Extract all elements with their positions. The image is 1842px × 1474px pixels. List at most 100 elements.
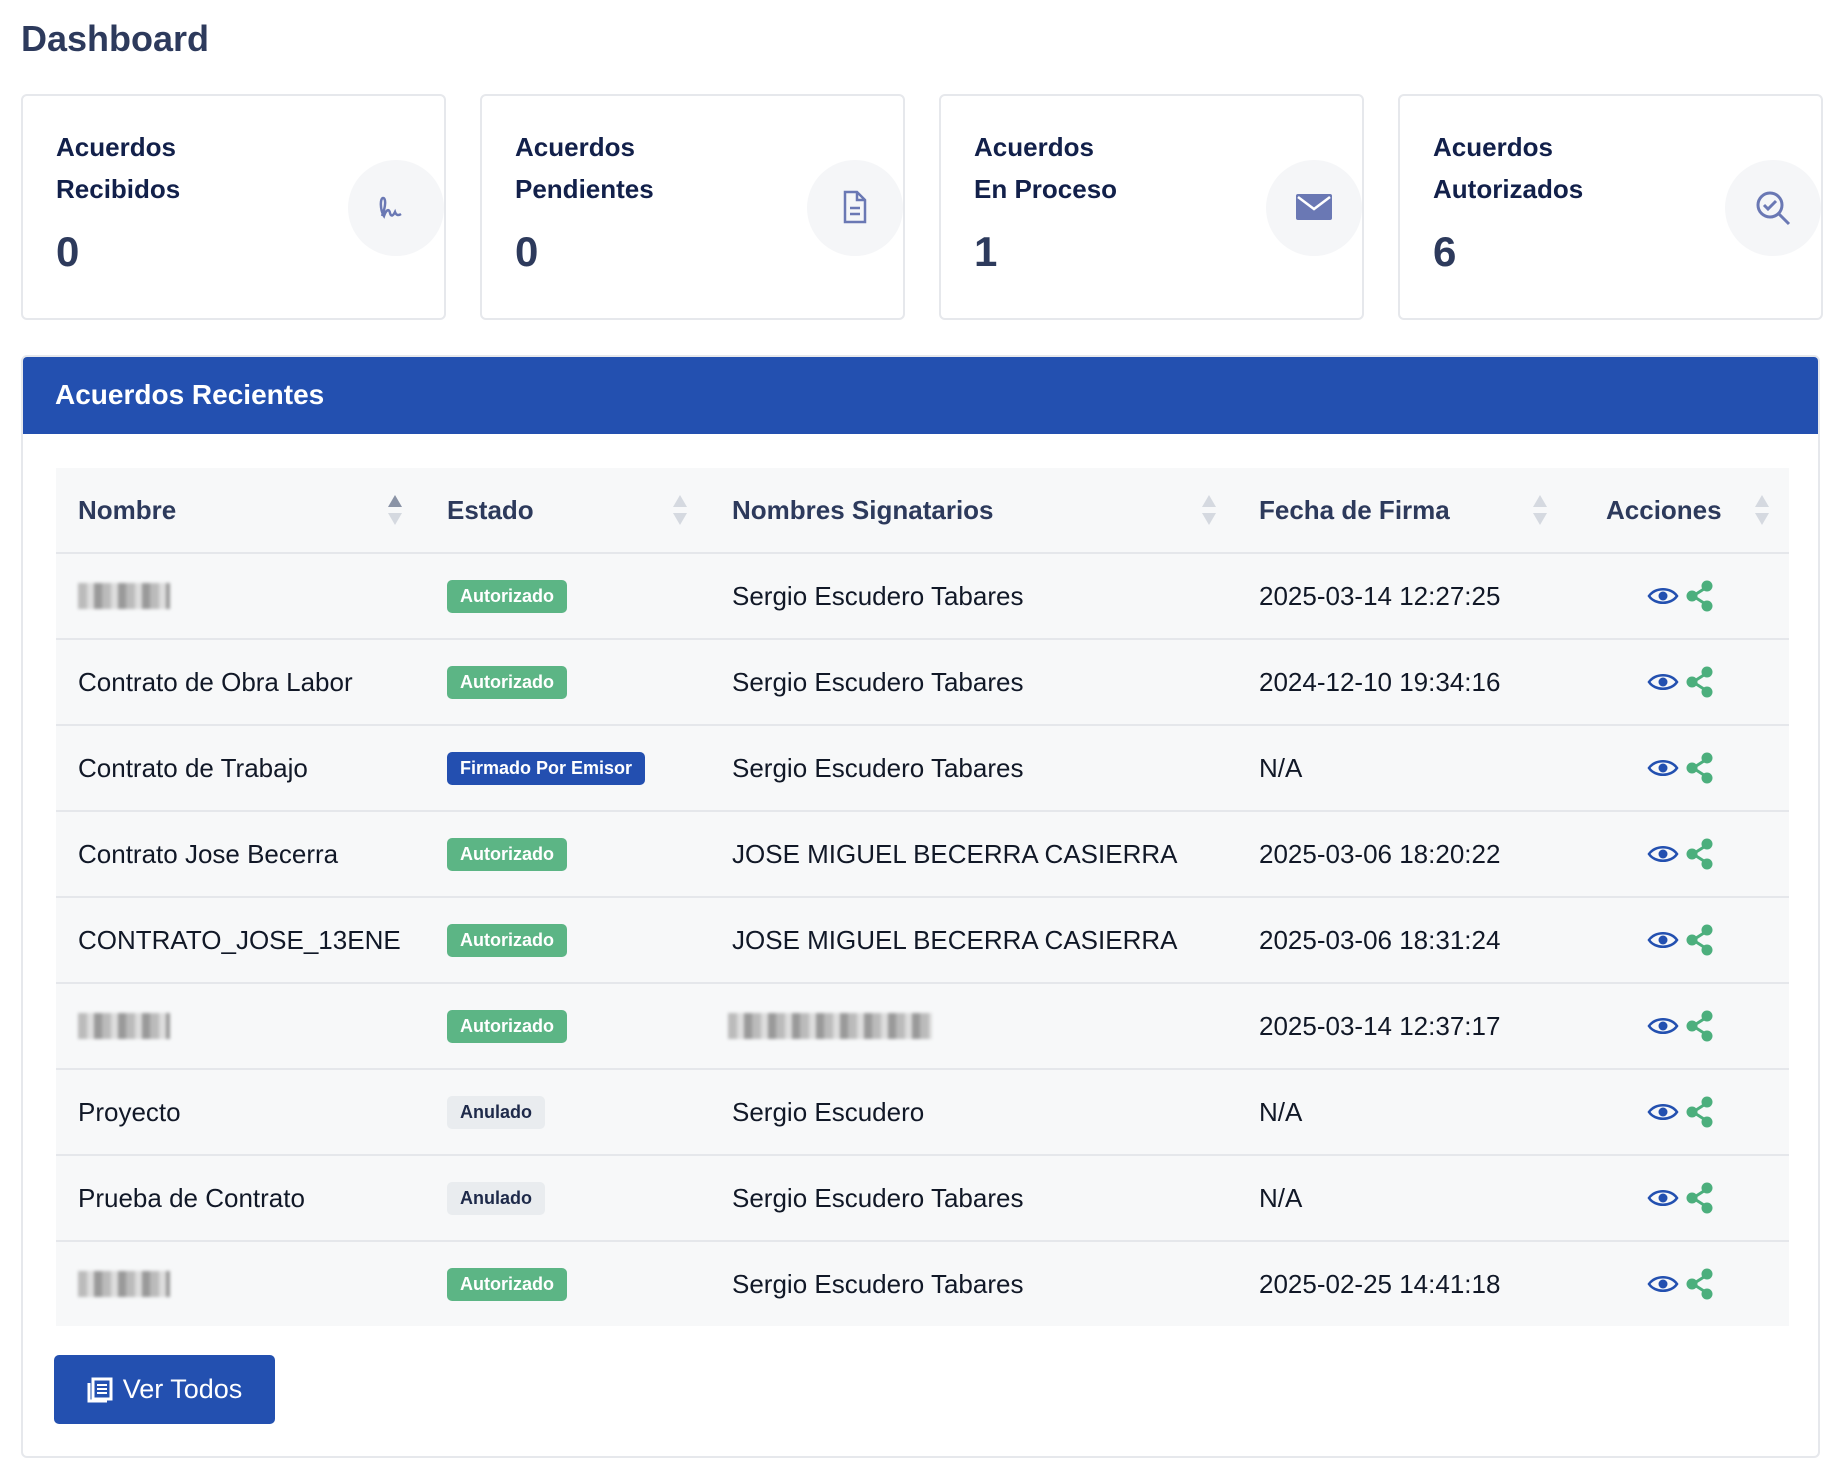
status-badge: Anulado bbox=[447, 1181, 545, 1215]
cell: Contrato Jose Becerra bbox=[78, 838, 339, 869]
share-icon[interactable] bbox=[1685, 1095, 1715, 1129]
status-badge: Autorizado bbox=[447, 1009, 567, 1043]
header-row: Nombre Estado Nombres Signatarios Fecha de … bbox=[56, 468, 1789, 552]
share-icon[interactable] bbox=[1685, 1009, 1715, 1043]
share-icon[interactable] bbox=[1685, 1181, 1715, 1215]
status-badge: Autorizado bbox=[447, 579, 567, 613]
column-header: Fecha de Firma bbox=[1259, 494, 1450, 525]
sort-toggle[interactable] bbox=[1753, 468, 1771, 552]
sort-arrows bbox=[1755, 495, 1769, 525]
cell: Contrato de Obra Labor bbox=[78, 666, 353, 697]
sort-arrows bbox=[1533, 495, 1547, 525]
table: Nombre Estado Nombres Signatarios Fecha de … bbox=[56, 468, 1789, 1326]
table-row: CONTRATO_JOSE_13ENE Autorizado JOSE MIGUEL… bbox=[56, 896, 1789, 982]
status-cell: Autorizado bbox=[447, 984, 567, 1068]
status-badge: Autorizado bbox=[447, 837, 567, 871]
icon bbox=[379, 196, 402, 219]
actions bbox=[1647, 726, 1715, 810]
stat-card: Acuerdos En Proceso 1 bbox=[939, 94, 1364, 320]
actions bbox=[1647, 898, 1715, 982]
panel-title: Acuerdos Recientes bbox=[23, 357, 1818, 434]
actions bbox=[1647, 1156, 1715, 1240]
card-value: 0 bbox=[56, 228, 80, 275]
table-row: Autorizado Sergio Escudero Tabares 2025-02… bbox=[56, 1240, 1789, 1326]
card-label: Recibidos bbox=[56, 174, 181, 204]
cell: JOSE MIGUEL BECERRA CASIERRA bbox=[732, 838, 1178, 869]
view-icon[interactable] bbox=[1647, 757, 1679, 779]
view-icon[interactable] bbox=[1647, 1187, 1679, 1209]
icon bbox=[843, 190, 867, 224]
card-icon bbox=[348, 160, 444, 256]
card-label: Acuerdos bbox=[515, 132, 635, 162]
sort-toggle[interactable] bbox=[1200, 468, 1218, 552]
sort-arrows bbox=[1202, 495, 1216, 525]
share-icon[interactable] bbox=[1685, 923, 1715, 957]
status-badge: Firmado Por Emisor bbox=[447, 751, 646, 785]
column-header: Estado bbox=[447, 494, 534, 525]
cell: Proyecto bbox=[78, 1096, 181, 1127]
sort-arrows bbox=[388, 495, 402, 525]
view-icon[interactable] bbox=[1647, 843, 1679, 865]
cell: N/A bbox=[1259, 752, 1303, 783]
status-badge: Autorizado bbox=[447, 923, 567, 957]
card-value: 6 bbox=[1433, 228, 1457, 275]
cell: 2024-12-10 19:34:16 bbox=[1259, 666, 1501, 697]
cell: 2025-02-25 14:41:18 bbox=[1259, 1268, 1501, 1299]
redacted bbox=[728, 984, 932, 1068]
status-cell: Autorizado bbox=[447, 640, 567, 724]
status-cell: Autorizado bbox=[447, 898, 567, 982]
view-all-button[interactable]: Ver Todos bbox=[54, 1355, 275, 1424]
sort-toggle[interactable] bbox=[671, 468, 689, 552]
status-badge: Autorizado bbox=[447, 665, 567, 699]
view-icon[interactable] bbox=[1647, 1273, 1679, 1295]
column-header: Acciones bbox=[1606, 494, 1722, 525]
sort-toggle[interactable] bbox=[386, 468, 404, 552]
share-icon[interactable] bbox=[1685, 751, 1715, 785]
status-cell: Anulado bbox=[447, 1070, 545, 1154]
list-icon bbox=[87, 1377, 113, 1402]
stat-card: Acuerdos Autorizados 6 bbox=[1398, 94, 1823, 320]
page-title: Dashboard bbox=[21, 18, 210, 59]
icon bbox=[1756, 191, 1791, 226]
sort-toggle[interactable] bbox=[1531, 468, 1549, 552]
cell: CONTRATO_JOSE_13ENE bbox=[78, 924, 401, 955]
view-icon[interactable] bbox=[1647, 1101, 1679, 1123]
redacted bbox=[78, 1242, 170, 1326]
view-icon[interactable] bbox=[1647, 929, 1679, 951]
redacted-block bbox=[78, 1271, 170, 1297]
cell: Sergio Escudero Tabares bbox=[732, 1182, 1024, 1213]
status-cell: Autorizado bbox=[447, 812, 567, 896]
table-row: Contrato de Trabajo Firmado Por Emisor Ser… bbox=[56, 724, 1789, 810]
column-header: Nombre bbox=[78, 494, 177, 525]
share-icon[interactable] bbox=[1685, 837, 1715, 871]
redacted bbox=[78, 984, 170, 1068]
redacted-block bbox=[78, 583, 170, 609]
share-icon[interactable] bbox=[1685, 579, 1715, 613]
sort-arrows bbox=[673, 495, 687, 525]
share-icon[interactable] bbox=[1685, 665, 1715, 699]
cell: Sergio Escudero bbox=[732, 1096, 925, 1127]
cell: 2025-03-14 12:27:25 bbox=[1259, 580, 1501, 611]
column-header: Nombres Signatarios bbox=[732, 494, 994, 525]
status-cell: Autorizado bbox=[447, 554, 567, 638]
cell: 2025-03-14 12:37:17 bbox=[1259, 1010, 1501, 1041]
status-badge: Autorizado bbox=[447, 1267, 567, 1301]
card-icon bbox=[807, 160, 903, 256]
stat-card: Acuerdos Recibidos 0 bbox=[21, 94, 446, 320]
view-icon[interactable] bbox=[1647, 1015, 1679, 1037]
actions bbox=[1647, 640, 1715, 724]
table-row: Contrato de Obra Labor Autorizado Sergio E… bbox=[56, 638, 1789, 724]
card-label: Acuerdos bbox=[974, 132, 1094, 162]
card-value: 1 bbox=[974, 228, 998, 275]
status-cell: Firmado Por Emisor bbox=[447, 726, 646, 810]
share-icon[interactable] bbox=[1685, 1267, 1715, 1301]
cell: Sergio Escudero Tabares bbox=[732, 666, 1024, 697]
view-icon[interactable] bbox=[1647, 671, 1679, 693]
card-label: Pendientes bbox=[515, 174, 654, 204]
button-label: Ver Todos bbox=[122, 1374, 243, 1404]
cell: Sergio Escudero Tabares bbox=[732, 1268, 1024, 1299]
cell: Contrato de Trabajo bbox=[78, 752, 308, 783]
cell: N/A bbox=[1259, 1096, 1303, 1127]
actions bbox=[1647, 984, 1715, 1068]
view-icon[interactable] bbox=[1647, 585, 1679, 607]
